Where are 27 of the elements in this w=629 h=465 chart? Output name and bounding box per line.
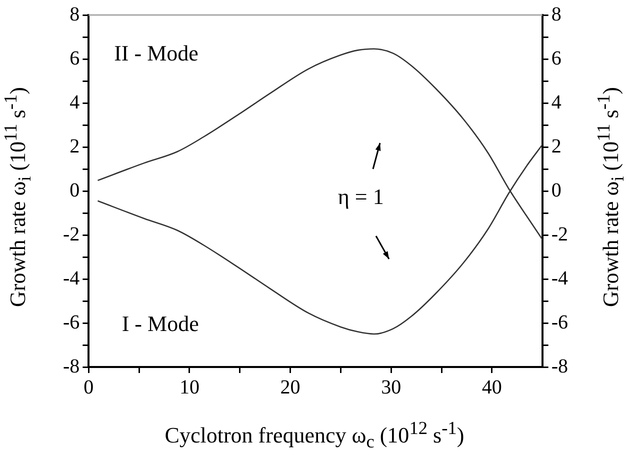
y-tick-label: 0	[70, 179, 80, 202]
y-tick-label: -2	[62, 223, 80, 246]
y2-tick-label: -8	[551, 355, 568, 378]
y-tick-label: 8	[70, 3, 80, 26]
y2-tick-label: 2	[551, 135, 562, 158]
x-tick-label: 40	[482, 376, 502, 398]
x-tick-label: 30	[381, 376, 402, 398]
y-tick-label: 6	[70, 47, 80, 70]
y-tick-label: 2	[70, 135, 80, 158]
y-tick-label: -4	[62, 267, 80, 290]
y-tick-label: -8	[62, 355, 80, 378]
annotation: I - Mode	[122, 310, 199, 336]
x-tick-label: 10	[179, 376, 200, 398]
y2-tick-label: 0	[551, 179, 562, 202]
y2-tick-label: -6	[551, 311, 568, 334]
annotation: II - Mode	[114, 40, 198, 66]
x-tick-label: 20	[280, 376, 300, 398]
y2-tick-label: 8	[551, 3, 562, 26]
x-axis-title: Cyclotron frequency ω$_{c}$ (10$^{12}$ s$^{-1}$)	[164, 418, 466, 453]
x-tick-label: 0	[84, 376, 94, 398]
y2-tick-label: -4	[551, 267, 568, 290]
y-tick-label: -6	[62, 311, 80, 334]
y2-tick-label: -2	[551, 223, 568, 246]
annotation: η = 1	[338, 184, 384, 209]
y2-tick-label: 4	[551, 91, 562, 114]
y2-tick-label: 6	[551, 47, 562, 70]
y-tick-label: 4	[70, 91, 80, 114]
